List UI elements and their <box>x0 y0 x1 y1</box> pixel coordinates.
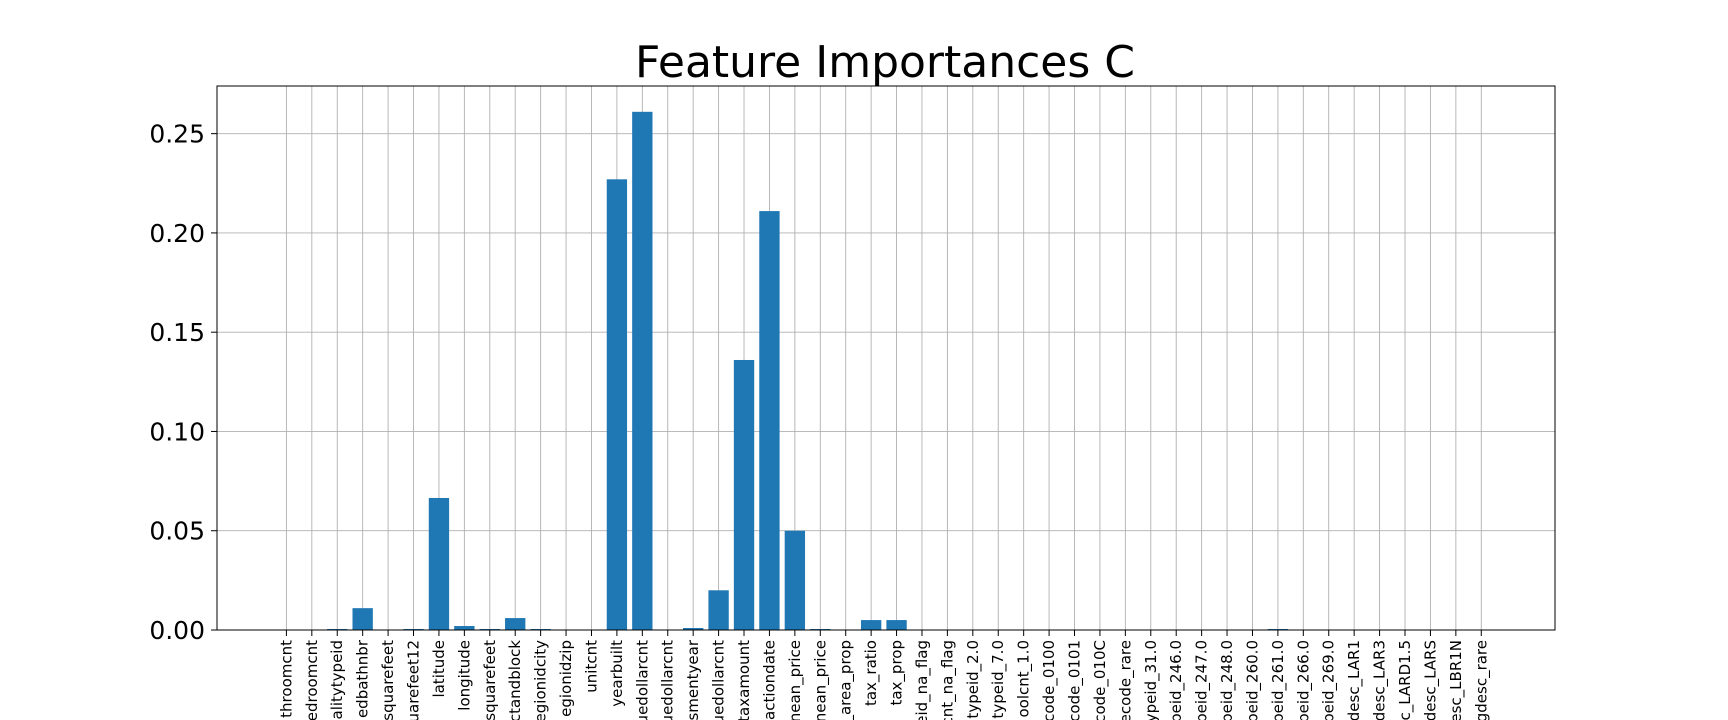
x-tick-label: desc_LAR1 <box>1345 640 1364 720</box>
bar <box>733 359 755 630</box>
y-tick-label: 0.00 <box>149 616 205 645</box>
bar <box>759 211 780 630</box>
x-tick-label: uedollarcnt <box>710 640 728 720</box>
x-tick-label: peid_246.0 <box>1167 640 1186 720</box>
y-tick-label: 0.10 <box>149 417 205 446</box>
x-tick-label: actiondate <box>760 640 778 720</box>
x-tick-label: egionidzip <box>557 640 575 717</box>
x-tick-label: typeid_2.0 <box>964 640 983 719</box>
x-tick-label: squarefeet <box>481 640 499 720</box>
bar <box>428 497 450 630</box>
x-tick-label: peid_269.0 <box>1320 640 1339 720</box>
x-tick-label: uedollarcnt <box>633 640 651 720</box>
x-tick-label: typeid_7.0 <box>989 640 1008 719</box>
x-tick-label: peid_266.0 <box>1294 640 1313 720</box>
x-tick-label: gdesc_rare <box>1472 640 1491 720</box>
y-tick-label: 0.25 <box>149 120 205 149</box>
x-tick-label: _area_prop <box>837 640 856 720</box>
x-tick-label: edbathnbr <box>354 639 372 718</box>
x-tick-label: smentyear <box>684 639 702 720</box>
x-tick-label: peid_261.0 <box>1269 640 1288 720</box>
x-tick-label: yearbuilt <box>608 640 626 707</box>
y-tick-label: 0.20 <box>149 219 205 248</box>
x-tick-label: ctandblock <box>506 640 524 720</box>
bar <box>708 590 729 630</box>
x-tick-label: tax_prop <box>888 640 907 706</box>
x-tick-label: code_0101 <box>1066 640 1085 720</box>
x-tick-label: code_010C <box>1091 640 1110 720</box>
bar <box>682 628 704 630</box>
bar <box>860 620 882 630</box>
plot-frame <box>216 85 1556 631</box>
y-tick-label: 0.05 <box>149 517 205 546</box>
bar <box>505 618 526 630</box>
x-tick-label: longitude <box>455 640 473 711</box>
x-tick-label: peid_247.0 <box>1193 640 1212 720</box>
x-tick-label: peid_260.0 <box>1243 640 1262 720</box>
x-tick-label: peid_248.0 <box>1218 640 1237 720</box>
x-tick-label: tax_ratio <box>862 640 881 706</box>
x-tick-label: taxamount <box>735 640 753 720</box>
y-tick-label: 0.15 <box>149 318 205 347</box>
x-tick-label: alitytypeid <box>328 640 346 719</box>
x-tick-label: cnt_na_flag <box>938 640 957 720</box>
x-tick-label: egionidcity <box>532 640 550 720</box>
x-tick-label: ecode_rare <box>1116 640 1135 720</box>
bar <box>886 620 907 630</box>
x-tick-label: uarefeet12 <box>405 640 423 720</box>
x-tick-label: ypeid_31.0 <box>1142 640 1161 720</box>
x-tick-label: nean_price <box>786 640 805 720</box>
x-tick-label: oolcnt_1.0 <box>1015 640 1034 718</box>
bar <box>632 111 653 630</box>
bar <box>454 626 475 630</box>
bar <box>352 608 373 630</box>
x-tick-label: desc_LAR3 <box>1371 640 1390 720</box>
bar <box>606 179 628 630</box>
x-tick-label: nean_price <box>811 640 830 720</box>
x-tick-label: throomcnt <box>277 640 295 718</box>
x-tick-label: desc_LARS <box>1421 640 1440 720</box>
x-tick-label: latitude <box>430 640 448 698</box>
x-tick-label: c_LARD1.5 <box>1396 640 1415 720</box>
x-tick-label: uedollarcnt <box>659 640 677 720</box>
x-tick-label: unitcnt <box>582 640 600 693</box>
x-tick-label: eid_na_flag <box>913 640 932 720</box>
x-tick-label: code_0100 <box>1040 640 1059 720</box>
x-tick-label: edroomcnt <box>303 640 321 720</box>
x-tick-label: squarefeet <box>379 640 397 720</box>
chart-title: Feature Importances C <box>635 37 1135 88</box>
x-tick-label: esc_LBR1N <box>1447 640 1466 720</box>
bar <box>784 530 806 630</box>
